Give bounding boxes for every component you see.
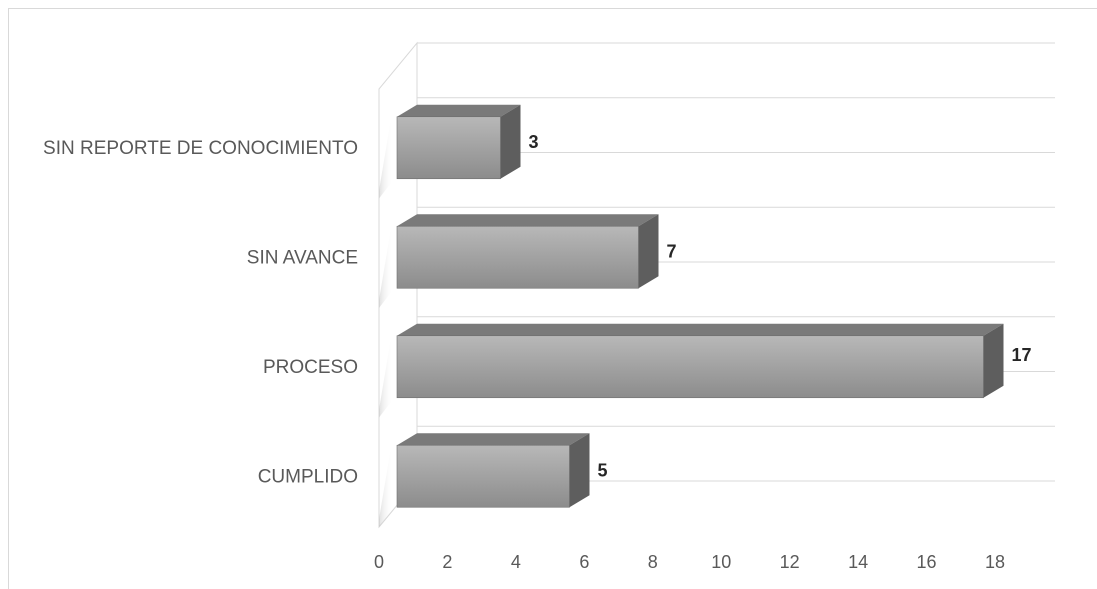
bar-proceso bbox=[396, 323, 1004, 399]
gridlines bbox=[378, 42, 1055, 528]
x-tick-label: 14 bbox=[848, 552, 868, 572]
x-tick-label: 6 bbox=[579, 552, 589, 572]
bar-sin-avance bbox=[396, 214, 659, 289]
data-label-sin-reporte-de-conocimiento: 3 bbox=[529, 132, 539, 152]
bar-cumplido bbox=[396, 433, 590, 508]
x-tick-label: 16 bbox=[917, 552, 937, 572]
wall-shadow bbox=[379, 107, 393, 199]
data-labels: 5 17 7 3 bbox=[529, 132, 1032, 481]
bar-front-face bbox=[396, 116, 501, 180]
data-label-proceso: 17 bbox=[1012, 345, 1032, 365]
wall-shadow bbox=[379, 216, 393, 308]
bar-sin-reporte-de-conocimiento bbox=[396, 104, 521, 180]
x-tick-label: 4 bbox=[511, 552, 521, 572]
bar-front-face bbox=[396, 225, 639, 289]
x-tick-label: 0 bbox=[374, 552, 384, 572]
chart-frame bbox=[8, 8, 1097, 589]
data-label-sin-avance: 7 bbox=[667, 241, 677, 261]
x-tick-labels: 0 2 4 6 8 10 12 14 16 18 bbox=[374, 552, 1005, 572]
data-label-cumplido: 5 bbox=[598, 460, 608, 480]
bar-top-face bbox=[397, 214, 659, 227]
x-tick-label: 10 bbox=[711, 552, 731, 572]
bar-side-face bbox=[638, 214, 659, 289]
wall-shadow bbox=[379, 435, 393, 527]
category-label-cumplido: CUMPLIDO bbox=[258, 466, 358, 487]
category-labels: CUMPLIDO PROCESO SIN AVANCE SIN REPORTE DE … bbox=[43, 138, 358, 488]
bar-side-face bbox=[983, 323, 1004, 398]
x-tick-label: 12 bbox=[780, 552, 800, 572]
bar-side-face bbox=[500, 104, 521, 179]
category-label-proceso: PROCESO bbox=[263, 357, 358, 378]
bar-top-face bbox=[397, 104, 521, 117]
x-tick-label: 2 bbox=[442, 552, 452, 572]
bars bbox=[396, 104, 1004, 508]
x-tick-label: 8 bbox=[648, 552, 658, 572]
category-label-sin-avance: SIN AVANCE bbox=[247, 247, 358, 268]
bar-side-face bbox=[569, 433, 590, 508]
bar-top-face bbox=[397, 433, 590, 446]
bar-front-face bbox=[396, 444, 570, 508]
wall-shadow bbox=[379, 326, 393, 418]
bar-front-face bbox=[396, 335, 984, 399]
bar-top-face bbox=[397, 323, 1004, 336]
x-tick-label: 18 bbox=[985, 552, 1005, 572]
category-label-sin-reporte-de-conocimiento: SIN REPORTE DE CONOCIMIENTO bbox=[43, 138, 358, 159]
